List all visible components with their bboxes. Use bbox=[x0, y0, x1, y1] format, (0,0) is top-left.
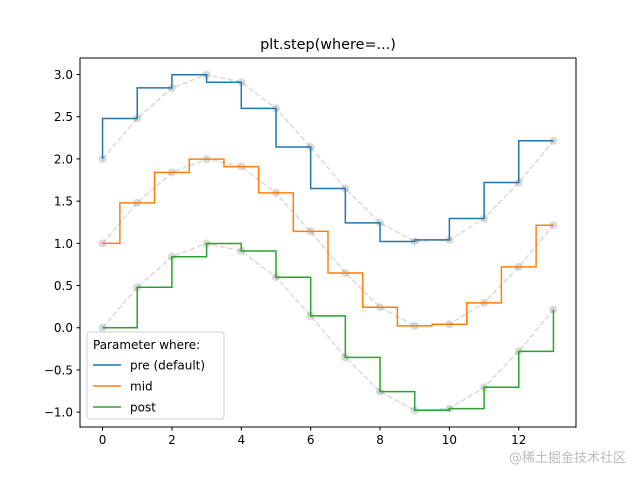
y-tick-label: −1.0 bbox=[44, 406, 73, 420]
legend-label-pre: pre (default) bbox=[130, 359, 205, 373]
legend-label-post: post bbox=[130, 401, 156, 415]
y-tick-label: −0.5 bbox=[44, 363, 73, 377]
reference-dashed-line bbox=[101, 73, 555, 243]
legend-title: Parameter where: bbox=[93, 338, 200, 352]
y-tick-label: 2.0 bbox=[54, 152, 73, 166]
x-tick-label: 0 bbox=[99, 433, 107, 447]
step-line-pre bbox=[101, 74, 554, 243]
legend-box bbox=[86, 331, 225, 420]
step-line-mid bbox=[102, 158, 554, 327]
watermark: @稀土掘金技术社区 bbox=[508, 451, 626, 466]
y-tick-label: 0.5 bbox=[54, 279, 73, 293]
y-tick-label: 0.0 bbox=[54, 321, 73, 335]
x-tick-label: 2 bbox=[168, 433, 176, 447]
legend: Parameter where: pre (default) mid post bbox=[86, 331, 225, 420]
y-tick-label: 1.5 bbox=[54, 195, 73, 209]
chart-title: plt.step(where=...) bbox=[260, 37, 396, 53]
axes-frame bbox=[79, 57, 577, 428]
y-tick-label: 2.5 bbox=[54, 110, 73, 124]
x-tick-label: 8 bbox=[376, 433, 384, 447]
reference-dashed-line bbox=[101, 242, 555, 412]
x-tick-label: 6 bbox=[307, 433, 315, 447]
x-tick-label: 10 bbox=[442, 433, 457, 447]
legend-label-mid: mid bbox=[130, 380, 153, 394]
y-tick-label: 3.0 bbox=[54, 68, 73, 82]
x-tick-label: 4 bbox=[237, 433, 245, 447]
y-tick-label: 1.0 bbox=[54, 237, 73, 251]
x-tick-label: 12 bbox=[511, 433, 526, 447]
step-line-post bbox=[102, 242, 555, 411]
